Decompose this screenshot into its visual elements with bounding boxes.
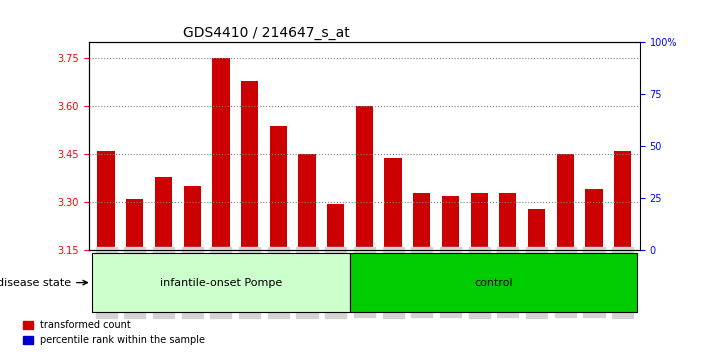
Bar	[213, 58, 230, 250]
Legend: transformed count, percentile rank within the sample: transformed count, percentile rank withi…	[19, 316, 209, 349]
FancyBboxPatch shape	[92, 253, 350, 312]
Bar	[241, 81, 258, 250]
Bar	[126, 199, 144, 250]
Text: infantile-onset Pompe: infantile-onset Pompe	[160, 278, 282, 287]
Text: GDS4410 / 214647_s_at: GDS4410 / 214647_s_at	[183, 26, 349, 40]
Bar	[442, 196, 459, 250]
Bar	[269, 126, 287, 250]
FancyBboxPatch shape	[350, 253, 637, 312]
Bar	[471, 193, 488, 250]
Bar	[499, 193, 516, 250]
Text: disease state: disease state	[0, 278, 87, 287]
Bar	[528, 209, 545, 250]
Bar	[614, 151, 631, 250]
Bar	[356, 107, 373, 250]
Bar	[299, 154, 316, 250]
Bar	[385, 158, 402, 250]
Bar	[183, 186, 201, 250]
Bar	[155, 177, 172, 250]
Text: control: control	[474, 278, 513, 287]
Bar	[327, 204, 344, 250]
Bar	[585, 189, 603, 250]
Bar	[413, 193, 430, 250]
Bar	[557, 154, 574, 250]
Bar	[97, 151, 114, 250]
